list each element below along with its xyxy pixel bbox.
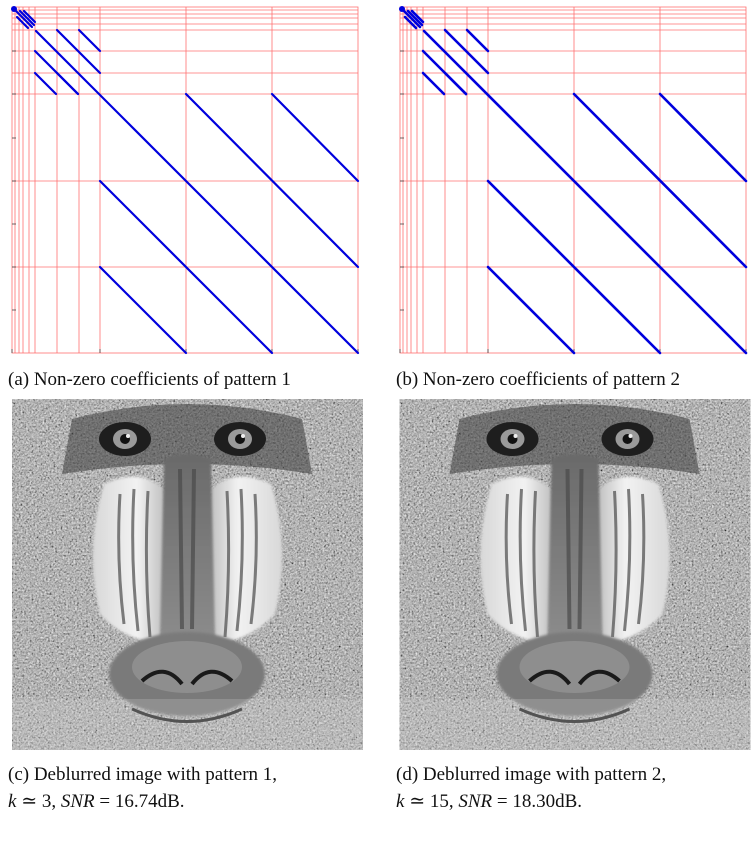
k-relation: ≃ 15, (404, 791, 458, 812)
sparsity-plot-pattern-2 (396, 5, 750, 357)
caption-c: (c) Deblurred image with pattern 1, k ≃ … (8, 761, 277, 815)
caption-b: (b) Non-zero coefficients of pattern 2 (396, 366, 680, 393)
snr-value: = 16.74dB. (95, 791, 185, 812)
deblurred-image-pattern-2 (399, 399, 751, 750)
origin-marker (399, 6, 405, 12)
origin-marker (11, 6, 17, 12)
caption-d-line-1: (d) Deblurred image with pattern 2, (396, 761, 666, 788)
caption-d-line-2: k ≃ 15, SNR = 18.30dB. (396, 788, 666, 815)
snr-symbol: SNR (458, 791, 492, 812)
mandrill-image (399, 399, 751, 750)
caption-a: (a) Non-zero coefficients of pattern 1 (8, 366, 291, 393)
snr-value: = 18.30dB. (492, 791, 582, 812)
sparsity-plot-svg (8, 5, 362, 357)
caption-c-line-2: k ≃ 3, SNR = 16.74dB. (8, 788, 277, 815)
k-relation: ≃ 3, (16, 791, 60, 812)
axis-ticks (400, 51, 746, 353)
sparsity-plot-svg (396, 5, 750, 357)
axis-ticks (12, 51, 358, 353)
caption-d: (d) Deblurred image with pattern 2, k ≃ … (396, 761, 666, 815)
nonzero-diagonals (16, 11, 358, 353)
snr-symbol: SNR (61, 791, 95, 812)
sparsity-plot-pattern-1 (8, 5, 362, 357)
deblurred-image-pattern-1 (12, 399, 363, 750)
nonzero-diagonals (404, 11, 746, 353)
mandrill-image (12, 399, 363, 750)
caption-c-line-1: (c) Deblurred image with pattern 1, (8, 761, 277, 788)
